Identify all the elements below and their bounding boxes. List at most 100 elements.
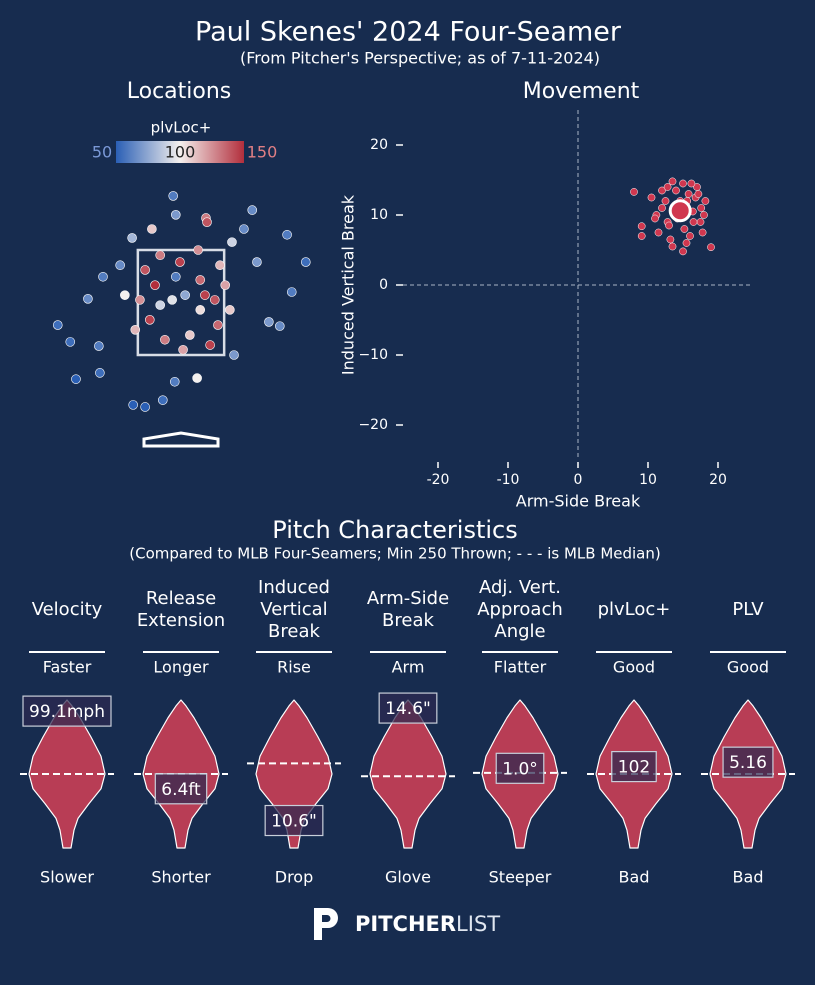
pitch-location (213, 320, 223, 330)
logo-text: PITCHERLIST (355, 912, 500, 936)
pitch-location (160, 334, 170, 345)
y-tick-label: 0 (379, 277, 388, 293)
pitch-location (168, 191, 178, 201)
pitch-location (282, 229, 292, 240)
pitch-location (147, 224, 157, 234)
movement-point (651, 214, 659, 223)
y-tick-label: 20 (370, 137, 388, 153)
top-label: Rise (277, 658, 311, 677)
metric-name: Extension (137, 610, 225, 631)
metric-name: Vertical (260, 599, 327, 620)
pitch-location (192, 373, 202, 383)
top-label: Longer (153, 658, 209, 677)
colorbar-label: plvLoc+ (151, 119, 212, 137)
pitch-location (52, 320, 63, 330)
metric-name: Break (382, 610, 434, 631)
pitch-location (193, 245, 203, 255)
movement-point (701, 197, 710, 205)
bottom-label: Drop (275, 868, 314, 887)
metric-name: PLV (732, 599, 764, 620)
movement-point (666, 235, 675, 244)
pitch-location (300, 257, 311, 267)
metric-name: Release (146, 588, 216, 609)
logo-icon (314, 908, 338, 940)
value-box (722, 746, 774, 778)
colorbar-tick-label: 100 (165, 143, 196, 162)
pitch-location (210, 295, 220, 305)
movement-point (698, 228, 707, 237)
value-box (495, 752, 545, 784)
value-box (378, 692, 438, 724)
bottom-label: Bad (733, 868, 764, 887)
movement-point (684, 190, 693, 198)
pitch-location (239, 224, 249, 234)
pitch-location (169, 376, 180, 387)
movement-point (647, 193, 656, 202)
movement-point (658, 186, 666, 195)
pitch-location (264, 317, 274, 327)
movement-title: Movement (523, 79, 640, 104)
bottom-label: Shorter (151, 868, 211, 887)
colorbar (116, 141, 244, 163)
pitch-location (140, 265, 150, 275)
pitch-location (71, 374, 81, 384)
value-label: 102 (618, 758, 650, 778)
top-label: Faster (43, 658, 92, 677)
value-label: 99.1mph (29, 702, 105, 722)
main-subtitle: (From Pitcher's Perspective; as of 7-11-… (240, 49, 600, 68)
main-title: Paul Skenes' 2024 Four-Seamer (195, 17, 622, 48)
pitch-location (185, 330, 195, 340)
movement-point (637, 222, 646, 231)
pitch-location (225, 305, 235, 315)
movement-point (680, 225, 689, 233)
pitch-location (167, 295, 177, 305)
value-label: 5.16 (729, 753, 767, 773)
pitch-location (94, 341, 104, 351)
section-subtitle: (Compared to MLB Four-Seamers; Min 250 T… (129, 545, 660, 563)
violin-group: plvLoc+ Good Bad 102 (587, 599, 681, 887)
pitch-location (155, 250, 165, 261)
x-axis-label: Arm-Side Break (516, 492, 641, 511)
value-label: 1.0° (502, 759, 538, 779)
y-tick-label: 10 (370, 207, 388, 223)
pitch-location (95, 368, 105, 378)
pitch-location (98, 271, 108, 282)
bottom-label: Glove (385, 868, 431, 887)
top-label: Good (727, 658, 769, 677)
pitch-location (274, 321, 285, 331)
colorbar-tick-label: 50 (92, 143, 112, 162)
movement-point (700, 211, 708, 219)
movement-point (679, 247, 687, 256)
value-label: 10.6" (271, 812, 317, 832)
pitch-location (158, 395, 168, 405)
movement-point (679, 179, 687, 188)
pitch-location (65, 337, 76, 347)
top-label: Good (613, 658, 655, 677)
movement-mean (668, 199, 692, 223)
movement-point (668, 177, 677, 186)
pitch-location (171, 271, 181, 282)
violin-group: PLV Good Bad 5.16 (701, 599, 795, 887)
pitch-location (229, 350, 239, 360)
pitch-location (202, 217, 212, 227)
x-tick-label: 10 (639, 472, 657, 488)
x-tick-label: -20 (427, 472, 450, 488)
pitch-location (115, 260, 125, 271)
violin (255, 699, 333, 849)
pitch-location (171, 210, 181, 220)
section-title: Pitch Characteristics (272, 516, 518, 544)
metric-name: Velocity (32, 599, 103, 620)
violin (369, 699, 447, 849)
movement-point (687, 179, 696, 188)
movement-point (689, 218, 698, 226)
bottom-label: Steeper (489, 868, 552, 887)
value-box (264, 804, 324, 837)
pitch-location (180, 290, 190, 300)
metric-name: plvLoc+ (598, 599, 671, 620)
movement-point (668, 242, 677, 251)
y-tick-label: −10 (358, 347, 388, 363)
pitch-location (135, 295, 145, 305)
logo-light: LIST (456, 912, 500, 936)
value-box (154, 773, 208, 805)
